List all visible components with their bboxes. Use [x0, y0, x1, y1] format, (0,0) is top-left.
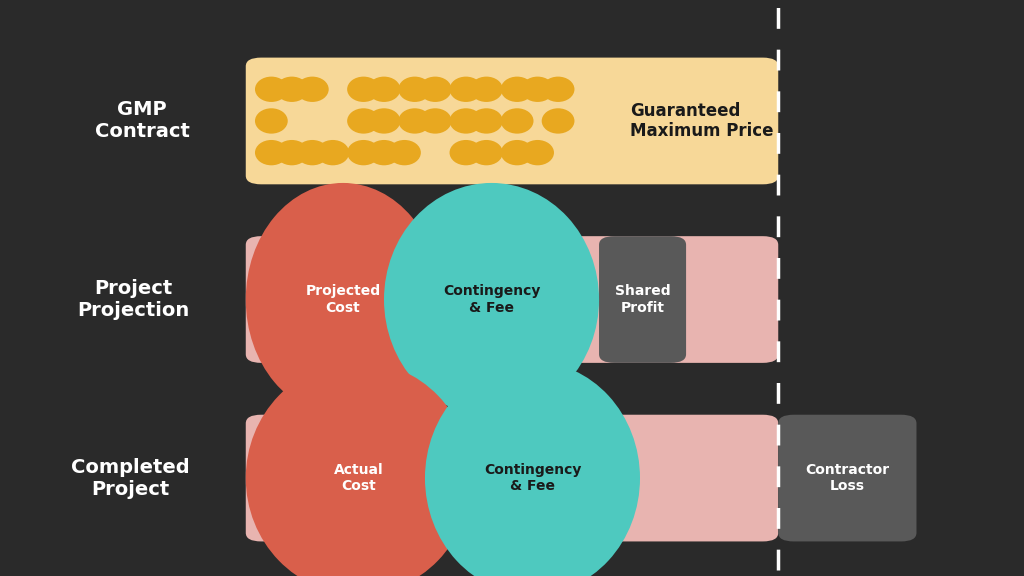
Ellipse shape — [501, 77, 534, 102]
Text: Contingency
& Fee: Contingency & Fee — [483, 463, 582, 493]
Text: Projected
Cost: Projected Cost — [305, 285, 381, 314]
Ellipse shape — [368, 140, 400, 165]
Ellipse shape — [347, 140, 380, 165]
Ellipse shape — [450, 140, 482, 165]
Text: GMP
Contract: GMP Contract — [94, 100, 189, 142]
Ellipse shape — [501, 108, 534, 134]
Text: Project
Projection: Project Projection — [77, 279, 189, 320]
Text: Guaranteed
Maximum Price: Guaranteed Maximum Price — [630, 101, 773, 141]
Ellipse shape — [450, 77, 482, 102]
FancyBboxPatch shape — [778, 415, 916, 541]
Ellipse shape — [521, 77, 554, 102]
Ellipse shape — [542, 108, 574, 134]
Ellipse shape — [398, 108, 431, 134]
Ellipse shape — [542, 77, 574, 102]
Ellipse shape — [255, 108, 288, 134]
Ellipse shape — [470, 108, 503, 134]
Text: Actual
Cost: Actual Cost — [334, 463, 383, 493]
Ellipse shape — [398, 77, 431, 102]
FancyBboxPatch shape — [246, 58, 778, 184]
Ellipse shape — [347, 108, 380, 134]
Ellipse shape — [388, 140, 421, 165]
Text: Shared
Profit: Shared Profit — [614, 285, 671, 314]
FancyBboxPatch shape — [246, 236, 778, 363]
Text: Completed
Project: Completed Project — [71, 457, 189, 499]
Ellipse shape — [296, 77, 329, 102]
Ellipse shape — [470, 77, 503, 102]
Ellipse shape — [275, 140, 308, 165]
Ellipse shape — [470, 140, 503, 165]
Text: Contingency
& Fee: Contingency & Fee — [442, 285, 541, 314]
Ellipse shape — [384, 183, 599, 416]
Ellipse shape — [501, 140, 534, 165]
Ellipse shape — [368, 77, 400, 102]
Ellipse shape — [347, 77, 380, 102]
FancyBboxPatch shape — [246, 415, 778, 541]
Ellipse shape — [296, 140, 329, 165]
Ellipse shape — [246, 362, 471, 576]
Ellipse shape — [368, 108, 400, 134]
Text: Contractor
Loss: Contractor Loss — [805, 463, 890, 493]
Ellipse shape — [521, 140, 554, 165]
Ellipse shape — [419, 77, 452, 102]
Ellipse shape — [246, 183, 440, 416]
Ellipse shape — [425, 362, 640, 576]
Ellipse shape — [316, 140, 349, 165]
Ellipse shape — [275, 77, 308, 102]
Ellipse shape — [450, 108, 482, 134]
FancyBboxPatch shape — [599, 236, 686, 363]
Ellipse shape — [419, 108, 452, 134]
Ellipse shape — [255, 77, 288, 102]
Ellipse shape — [255, 140, 288, 165]
